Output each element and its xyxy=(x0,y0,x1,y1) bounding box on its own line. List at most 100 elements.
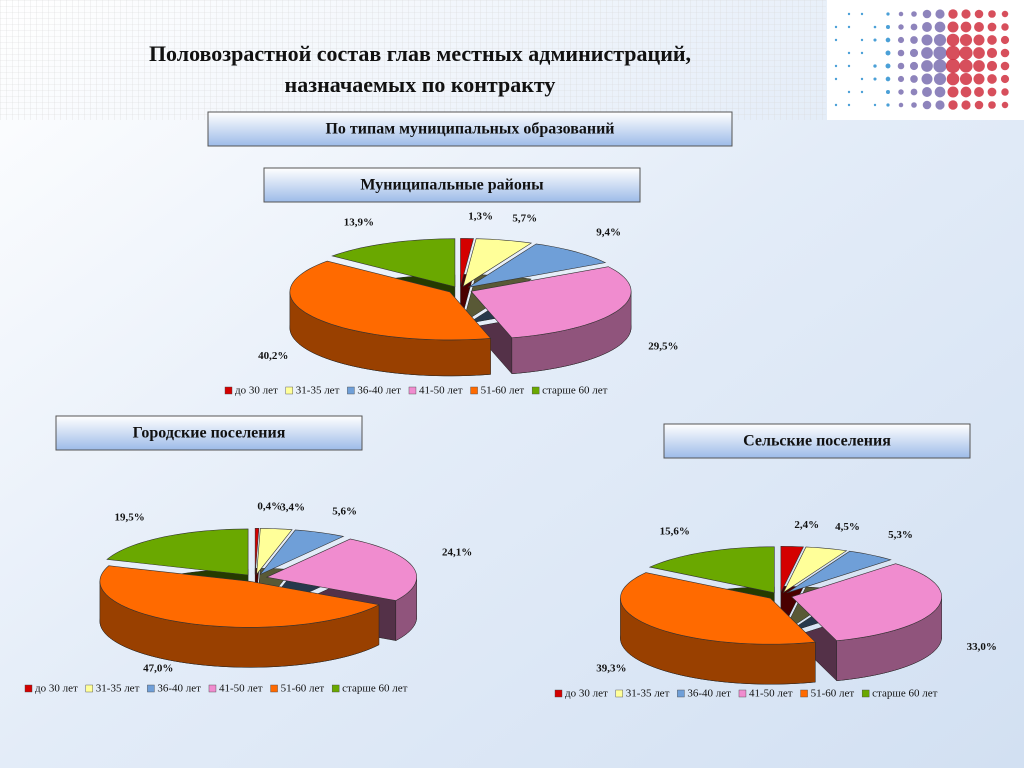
data-label: 9,4% xyxy=(596,226,621,238)
chart-title: Сельские поселения xyxy=(743,433,891,450)
header-band xyxy=(0,0,826,120)
pie xyxy=(289,238,632,377)
logo-dot xyxy=(986,47,998,59)
pie-slice xyxy=(259,529,345,575)
legend-swatch xyxy=(408,386,417,395)
logo-dot xyxy=(946,72,960,86)
logo-dot xyxy=(959,33,973,47)
logo xyxy=(834,9,1010,110)
section-box xyxy=(207,111,733,147)
logo-dot xyxy=(847,90,851,94)
legend-label: старше 60 лет xyxy=(872,688,937,700)
pie-slice xyxy=(786,550,892,594)
logo-dot xyxy=(834,64,838,68)
slide-title: Половозрастной состав глав местных админ… xyxy=(149,41,691,66)
logo-dot xyxy=(933,72,947,86)
logo-dot xyxy=(910,23,918,31)
legend-swatch xyxy=(554,689,563,698)
logo-dot xyxy=(897,62,905,70)
logo-dot xyxy=(885,89,891,95)
legend-swatch xyxy=(800,689,808,698)
logo-dot xyxy=(946,33,960,47)
logo-dot xyxy=(921,73,933,85)
logo-dot xyxy=(960,21,972,33)
data-label: 5,7% xyxy=(512,213,537,225)
logo-dot xyxy=(934,86,946,98)
legend-swatch xyxy=(24,684,33,693)
logo-dot xyxy=(961,100,971,110)
data-label: 29,5% xyxy=(648,341,678,353)
legend-swatch xyxy=(85,684,93,693)
legend-label: старше 60 лет xyxy=(342,683,407,695)
pie-slice xyxy=(467,243,607,288)
pie-slice xyxy=(106,528,249,576)
legend-label: 31-35 лет xyxy=(96,683,140,695)
legend-swatch xyxy=(470,386,478,395)
logo-dot xyxy=(987,87,997,97)
logo-dot xyxy=(886,12,890,16)
pie-slice xyxy=(256,528,293,576)
logo-dot xyxy=(1000,48,1010,58)
logo-dot xyxy=(921,47,933,59)
pie-slice xyxy=(265,538,418,601)
logo-dot xyxy=(898,11,904,17)
logo-dot xyxy=(1000,35,1010,45)
logo-dot xyxy=(911,11,917,17)
legend-swatch xyxy=(347,386,355,395)
logo-dot xyxy=(959,46,973,60)
legend-swatch xyxy=(224,386,233,395)
logo-dot xyxy=(860,12,864,16)
logo-dot xyxy=(988,10,996,18)
logo-dot xyxy=(933,59,947,73)
pie-slice xyxy=(99,565,380,628)
legend-label: 51-60 лет xyxy=(811,688,855,700)
logo-dot xyxy=(885,37,891,43)
legend-label: 31-35 лет xyxy=(626,688,670,700)
logo-dot xyxy=(897,36,905,44)
logo-dot xyxy=(1001,101,1009,109)
logo-dot xyxy=(910,88,918,96)
logo-dot xyxy=(910,36,918,44)
logo-dot xyxy=(873,64,877,68)
logo-dot xyxy=(973,34,985,46)
logo-dot xyxy=(987,74,997,84)
chart-title-box xyxy=(55,415,363,451)
legend-swatch xyxy=(677,689,685,698)
legend-label: 51-60 лет xyxy=(481,385,525,397)
data-label: 5,3% xyxy=(888,529,913,541)
logo-dot xyxy=(947,21,959,33)
logo-dot xyxy=(947,86,959,98)
legend-swatch xyxy=(615,689,623,698)
logo-dot xyxy=(909,48,919,58)
logo-dot xyxy=(911,102,917,108)
logo-dot xyxy=(921,60,933,72)
logo-dot xyxy=(922,9,932,19)
logo-dot xyxy=(885,50,891,56)
logo-dot xyxy=(886,103,890,107)
pie-slice xyxy=(620,572,817,645)
logo-dot xyxy=(834,77,838,81)
pie xyxy=(99,528,418,668)
logo-dot xyxy=(910,75,918,83)
logo-dot xyxy=(885,63,891,69)
pie-slice xyxy=(780,546,804,593)
logo-frame xyxy=(827,0,1024,120)
pie-slice xyxy=(791,563,942,642)
logo-dot xyxy=(948,100,958,110)
data-label: 5,6% xyxy=(332,506,357,518)
logo-dot xyxy=(974,87,984,97)
logo-dot xyxy=(847,12,851,16)
data-label: 24,1% xyxy=(442,547,472,559)
logo-dot xyxy=(988,101,996,109)
data-label: 4,5% xyxy=(835,521,860,533)
logo-dot xyxy=(973,73,985,85)
logo-dot xyxy=(935,9,945,19)
logo-dot xyxy=(897,75,905,83)
pie xyxy=(620,546,942,685)
chart-title-box xyxy=(663,423,971,459)
logo-dot xyxy=(973,47,985,59)
data-label: 33,0% xyxy=(967,641,997,653)
chart-title: Городские поселения xyxy=(133,425,286,442)
logo-dot xyxy=(873,103,877,107)
logo-dot xyxy=(873,25,877,29)
